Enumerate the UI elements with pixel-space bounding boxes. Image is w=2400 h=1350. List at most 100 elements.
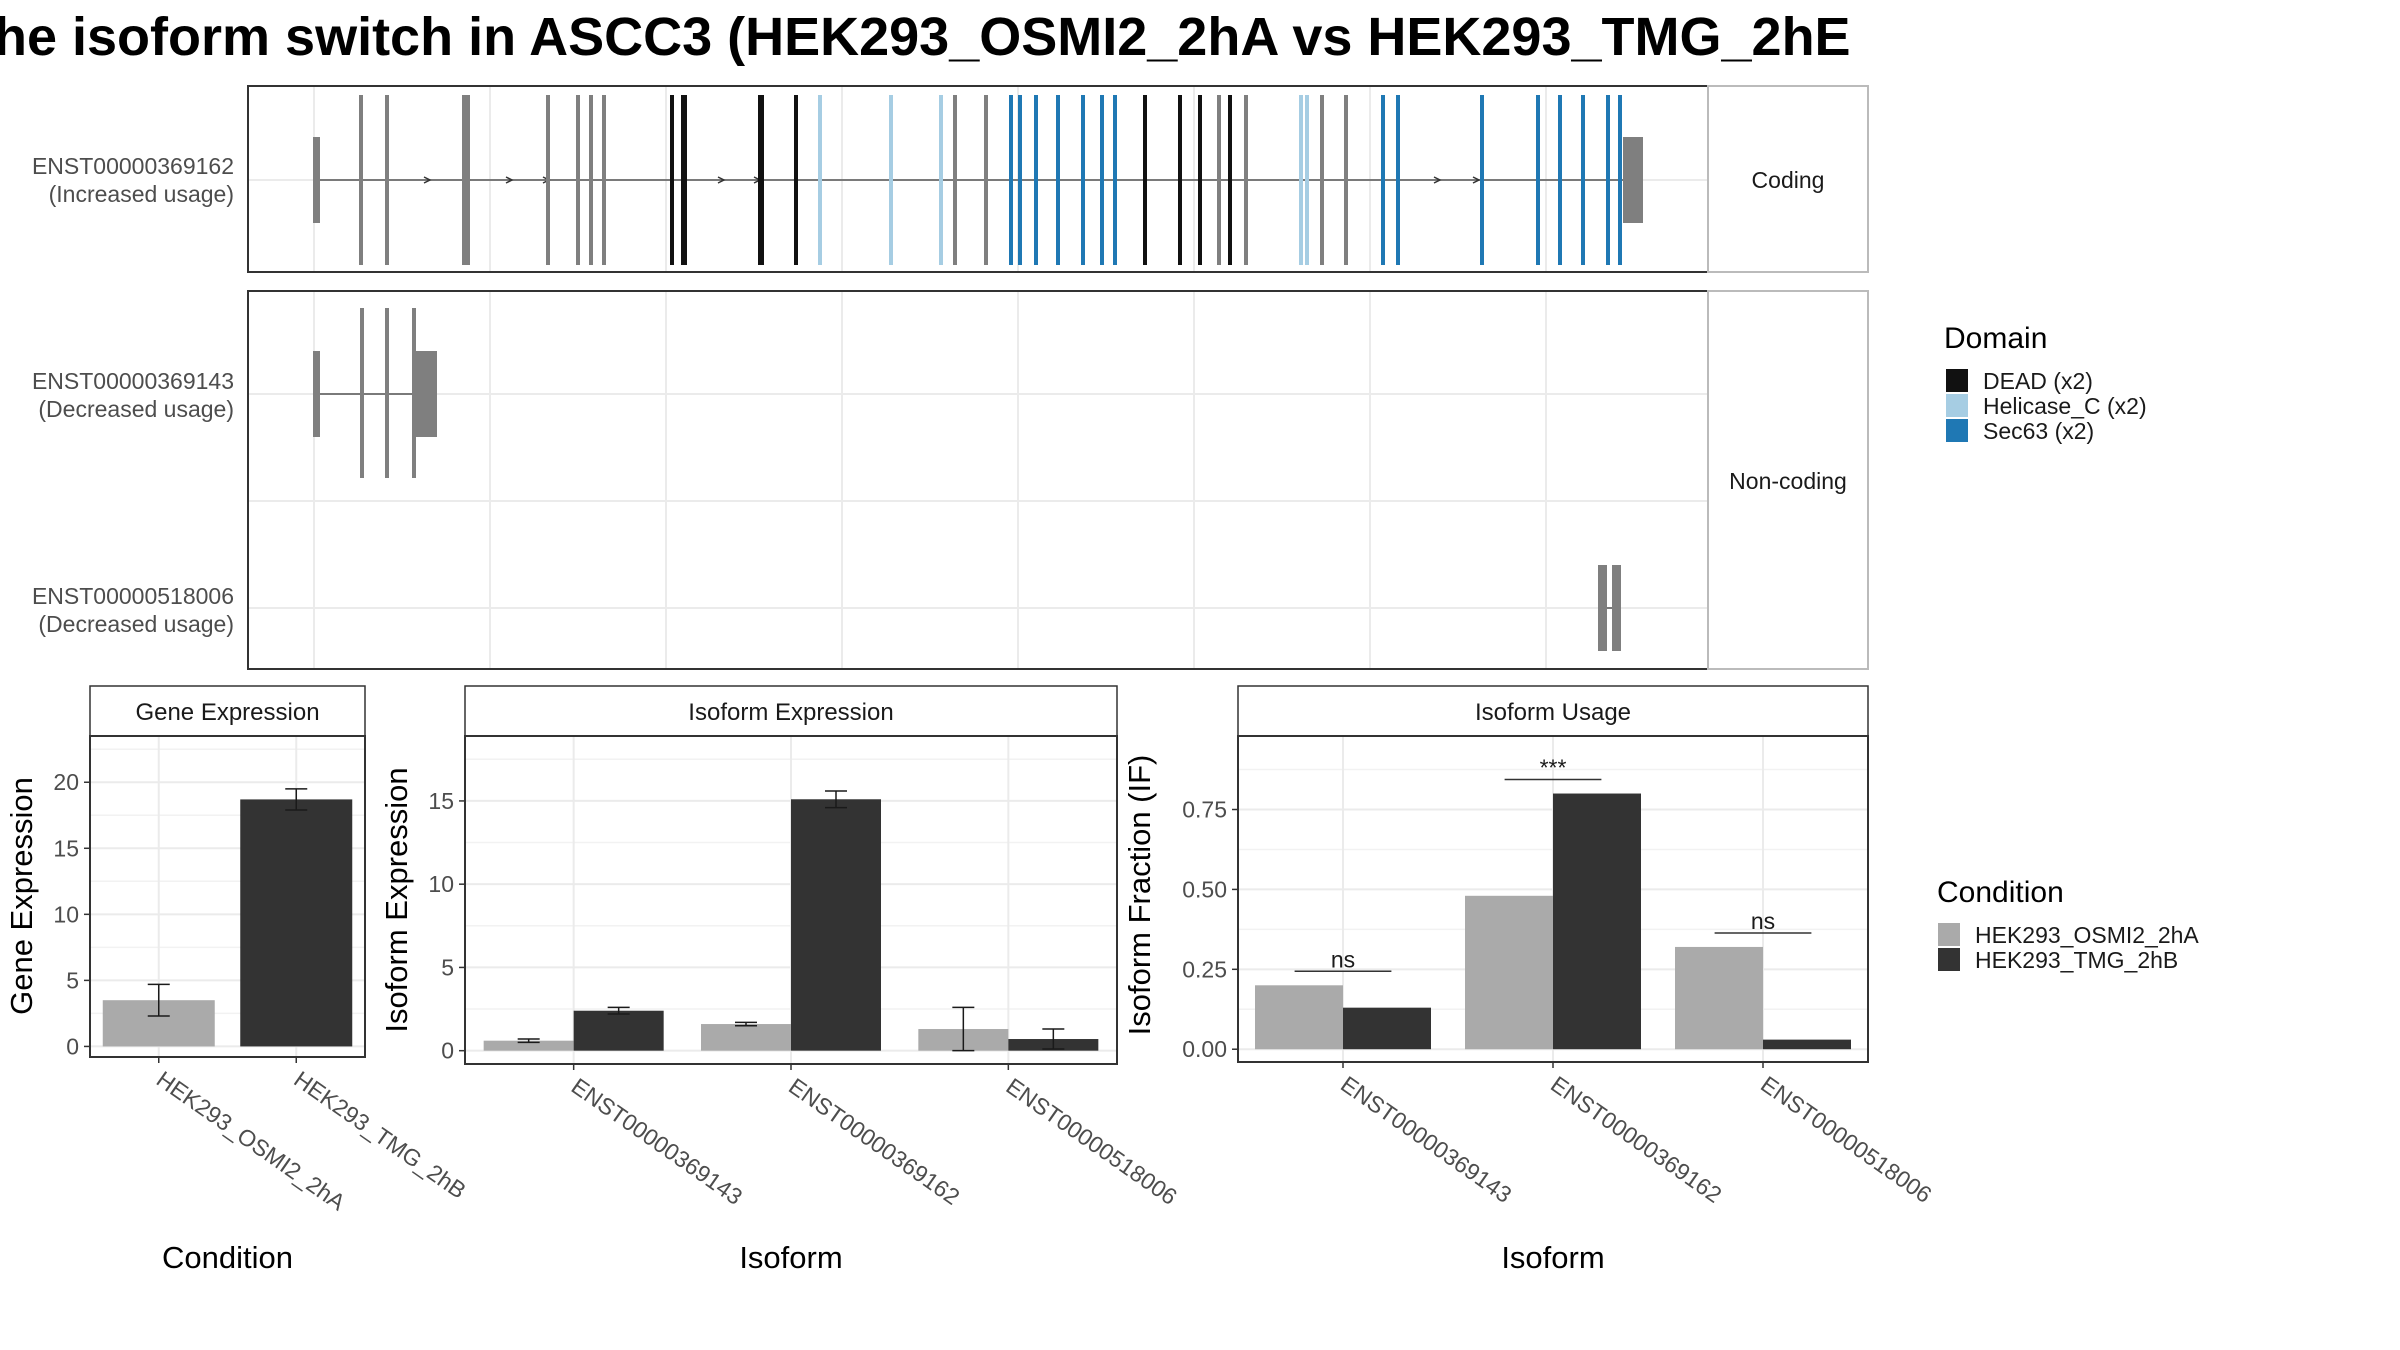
helicase-domain-exon [939,95,943,265]
sec63-domain-exon [1480,95,1484,265]
transcript-track-ENST00000518006 [1598,565,1621,651]
transcript-label-3-usage: (Decreased usage) [38,611,234,637]
x-axis-title: Isoform [1501,1240,1604,1275]
y-tick-label: 10 [53,901,79,927]
coding-strip-label: Coding [1752,167,1825,193]
exon [360,308,364,478]
exon [415,351,437,437]
exon [546,95,550,265]
exon [984,95,988,265]
significance-label: ns [1331,946,1355,972]
dead-domain-exon [1228,95,1232,265]
bar [483,1040,574,1051]
isoform-expression-chart: Isoform Expression Isoform Isoform Expre… [379,685,1182,1275]
exon [1598,565,1607,651]
plot-area [465,736,1117,1064]
error-bar [952,1006,975,1052]
exon [385,95,389,265]
transcript-label-1-id: ENST00000369162 [32,153,234,179]
bar [240,799,353,1047]
sec63-domain-exon [1009,95,1013,265]
sec63-domain-exon [1558,95,1562,265]
y-tick-label: 0.00 [1182,1036,1227,1062]
sec63-domain-exon [1113,95,1117,265]
x-tick-label: ENST00000518006 [1001,1073,1181,1210]
y-tick-label: 10 [428,871,454,897]
bar [1763,1039,1851,1050]
sec63-domain-exon [1100,95,1104,265]
helicase-domain-exon [1305,95,1309,265]
legend-swatch-condition-b [1938,948,1960,971]
dead-domain-exon [758,95,764,265]
transcript-labels: ENST00000369162 (Increased usage) ENST00… [32,153,234,637]
direction-arrow [505,176,514,184]
transcript-track-ENST00000369162 [313,95,1643,265]
x-axis-title: Isoform [739,1240,842,1275]
bar [1465,895,1553,1050]
bar [791,799,881,1051]
y-tick-label: 15 [53,835,79,861]
y-axis-title: Isoform Expression [379,767,414,1032]
y-tick-label: 20 [53,769,79,795]
dead-domain-exon [670,95,674,265]
legend-label-sec63: Sec63 (x2) [1983,418,2094,444]
dead-domain-exon [1143,95,1147,265]
noncoding-panel-background [247,290,1709,670]
error-bar [285,788,308,811]
dead-domain-exon [681,95,687,265]
exon [1344,95,1348,265]
domain-legend: Domain DEAD (x2) Helicase_C (x2) Sec63 (… [1944,322,2147,444]
y-tick-label: 0.50 [1182,876,1227,902]
legend-label-condition-b: HEK293_TMG_2hB [1975,947,2178,973]
sec63-domain-exon [1381,95,1385,265]
bar [701,1024,791,1051]
sec63-domain-exon [1396,95,1400,265]
exon [1217,95,1221,265]
y-tick-label: 5 [441,954,454,980]
plot-area: ns *** ns [1238,736,1868,1062]
exon [576,95,580,265]
chart-title: Gene Expression [135,699,319,726]
helicase-domain-exon [818,95,822,265]
x-tick-label: ENST00000369162 [784,1073,964,1210]
exon [412,308,416,478]
transcript-track-ENST00000369143 [313,308,437,478]
exon [1612,565,1621,651]
dead-domain-exon [794,95,798,265]
x-tick-label: ENST00000369143 [567,1073,747,1210]
y-tick-label: 0 [66,1033,79,1059]
plot-area [90,736,365,1057]
sec63-domain-exon [1606,95,1610,265]
figure-title: he isoform switch in ASCC3 (HEK293_OSMI2… [0,7,1851,67]
error-bar [825,790,847,809]
exon [359,95,363,265]
legend-label-dead: DEAD (x2) [1983,368,2093,394]
y-tick-label: 0 [441,1038,454,1064]
exon [313,351,320,437]
exon [1244,95,1248,265]
coding-panel: Coding [247,85,1869,273]
bar [1343,1007,1431,1050]
significance-label: ns [1751,908,1775,934]
y-tick-label: 0.75 [1182,797,1227,823]
exon [1320,95,1324,265]
dead-domain-exon [1198,95,1202,265]
exon [313,137,320,223]
helicase-domain-exon [889,95,893,265]
condition-legend-title: Condition [1937,876,2064,909]
chart-title: Isoform Expression [688,699,893,726]
exon [953,95,957,265]
x-axis-title: Condition [162,1240,293,1275]
bar [1255,985,1343,1050]
coding-strip-box [1707,85,1869,273]
significance-label: *** [1540,755,1567,781]
y-tick-label: 0.25 [1182,956,1227,982]
noncoding-strip-label: Non-coding [1729,468,1847,494]
noncoding-strip-box [1707,290,1869,670]
exon [462,95,470,265]
transcript-label-2-usage: (Decreased usage) [38,396,234,422]
bar [1553,793,1641,1050]
direction-arrow [1472,176,1481,184]
error-bar [517,1038,540,1044]
